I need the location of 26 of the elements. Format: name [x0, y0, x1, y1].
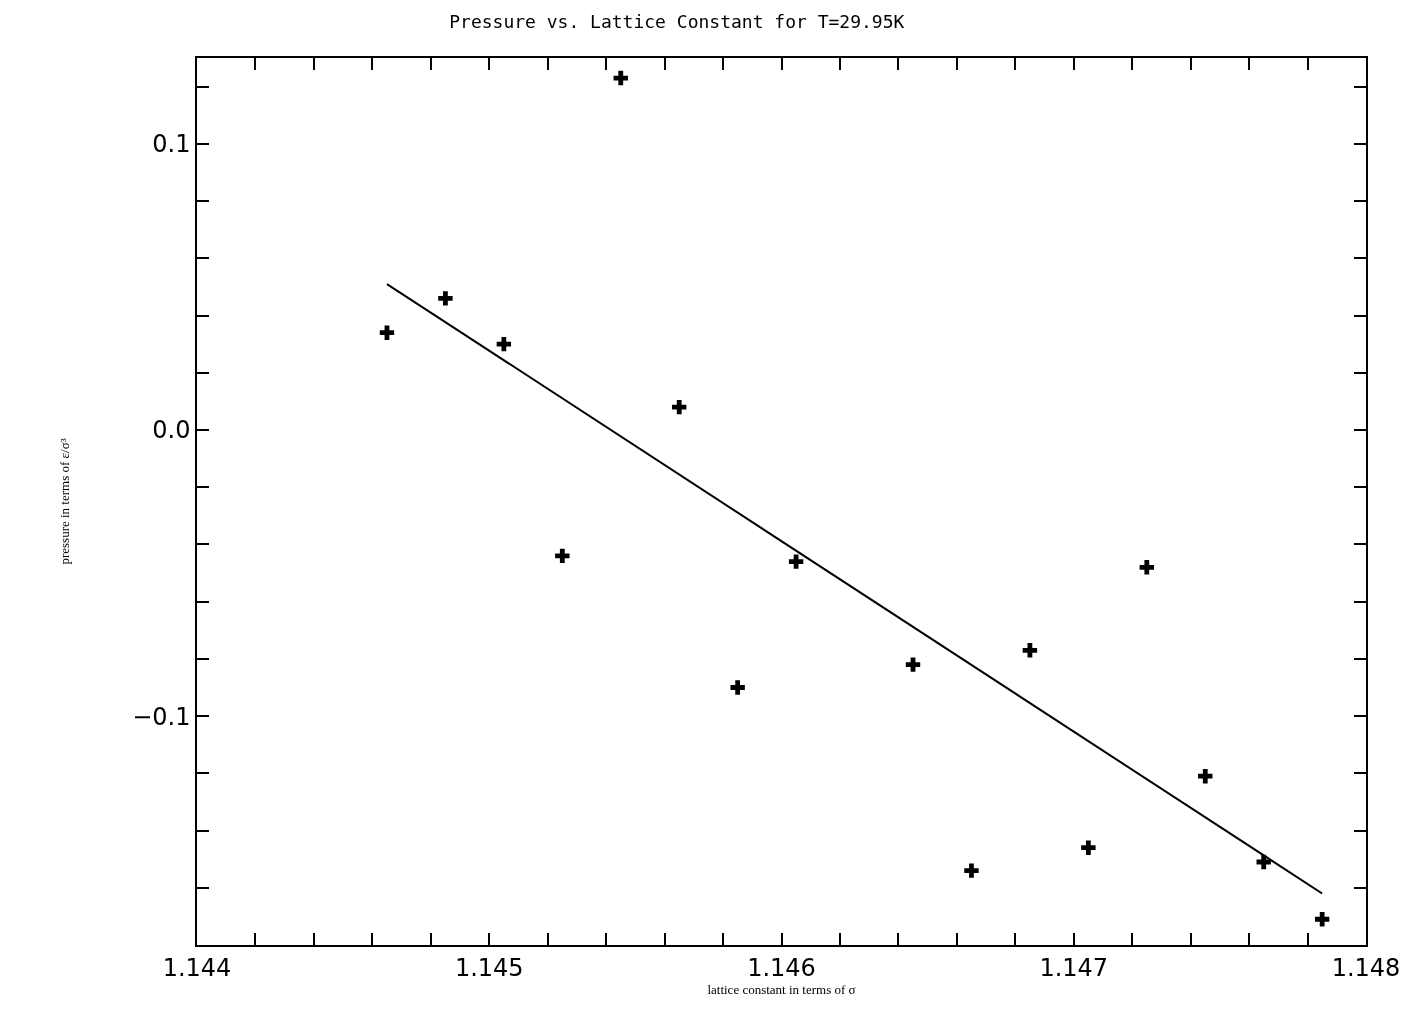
- point: [672, 399, 687, 415]
- y-tick-label: 0.1: [152, 130, 191, 159]
- point: [1198, 768, 1213, 784]
- point: [1139, 560, 1155, 575]
- y-axis-title: pressure in terms of ε/σ³: [56, 438, 72, 565]
- x-axis-title: lattice constant in terms of σ: [707, 981, 856, 997]
- point: [379, 325, 395, 340]
- point: [496, 336, 512, 352]
- point: [788, 554, 804, 569]
- point: [964, 863, 979, 878]
- x-tick-label: 1.144: [162, 953, 232, 982]
- x-tick-label: 1.147: [1039, 953, 1109, 982]
- point: [613, 70, 628, 86]
- point: [555, 548, 570, 564]
- x-tick-label: 1.148: [1331, 953, 1401, 982]
- y-tick-label: −0.1: [132, 702, 191, 731]
- y-tick-label: 0.0: [152, 416, 191, 445]
- point: [1314, 912, 1330, 927]
- point: [905, 657, 921, 672]
- point: [1081, 840, 1096, 855]
- chart-title: Pressure vs. Lattice Constant for T=29.95K: [449, 10, 905, 32]
- point: [730, 680, 745, 695]
- x-tick-label: 1.145: [454, 953, 524, 982]
- point: [438, 291, 453, 306]
- point: [1022, 643, 1038, 658]
- x-tick-label: 1.146: [747, 953, 816, 982]
